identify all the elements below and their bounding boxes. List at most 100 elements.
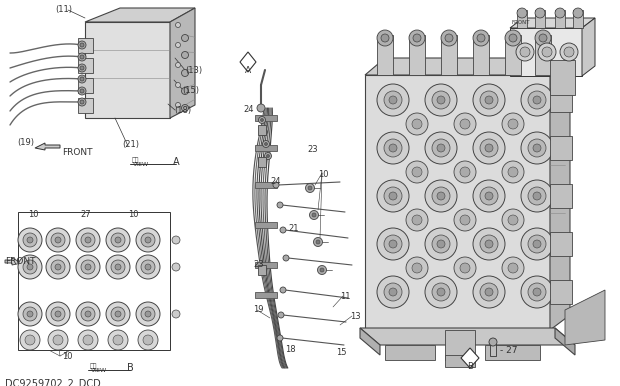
Polygon shape (582, 18, 595, 76)
Polygon shape (565, 290, 605, 345)
Circle shape (441, 30, 457, 46)
Circle shape (437, 288, 445, 296)
Text: (15): (15) (182, 86, 199, 95)
Circle shape (437, 96, 445, 104)
Circle shape (473, 180, 505, 212)
Circle shape (182, 69, 188, 76)
Circle shape (509, 34, 517, 42)
Text: A: A (173, 157, 180, 167)
Circle shape (517, 8, 527, 18)
Circle shape (528, 283, 546, 301)
Circle shape (317, 266, 327, 274)
Circle shape (273, 182, 279, 188)
Circle shape (111, 307, 125, 321)
Text: 18: 18 (285, 345, 296, 354)
Bar (550, 232, 572, 256)
Circle shape (377, 30, 393, 46)
Circle shape (175, 83, 180, 88)
Circle shape (81, 260, 95, 274)
Circle shape (46, 255, 70, 279)
Bar (445, 355, 475, 367)
Circle shape (460, 167, 470, 177)
Bar (550, 184, 572, 208)
Circle shape (389, 288, 397, 296)
Circle shape (533, 240, 541, 248)
Circle shape (80, 43, 84, 47)
Circle shape (564, 47, 574, 57)
Circle shape (182, 105, 188, 112)
Circle shape (267, 154, 270, 157)
Bar (78, 38, 93, 53)
Circle shape (83, 335, 93, 345)
Text: DC9259702_2_DCD: DC9259702_2_DCD (5, 378, 100, 386)
Circle shape (265, 152, 272, 159)
Circle shape (182, 51, 188, 59)
Circle shape (389, 144, 397, 152)
Circle shape (76, 255, 100, 279)
Circle shape (454, 113, 476, 135)
Circle shape (560, 43, 578, 61)
Circle shape (535, 30, 551, 46)
Circle shape (437, 144, 445, 152)
Circle shape (520, 47, 530, 57)
Circle shape (145, 237, 151, 243)
Circle shape (384, 187, 402, 205)
Circle shape (80, 66, 84, 70)
Bar (78, 58, 93, 73)
Polygon shape (360, 328, 575, 345)
Bar (409, 35, 425, 75)
Circle shape (381, 34, 389, 42)
Circle shape (480, 91, 498, 109)
Text: 19: 19 (253, 305, 264, 314)
Circle shape (115, 311, 121, 317)
Circle shape (306, 183, 314, 193)
Circle shape (406, 113, 428, 135)
Bar (78, 78, 93, 93)
Text: (18): (18) (174, 106, 191, 115)
Circle shape (80, 55, 84, 59)
Bar (535, 10, 545, 28)
Circle shape (508, 167, 518, 177)
Circle shape (505, 30, 521, 46)
Circle shape (78, 98, 86, 106)
Circle shape (502, 209, 524, 231)
Circle shape (141, 233, 155, 247)
Circle shape (115, 237, 121, 243)
Circle shape (262, 141, 270, 147)
Circle shape (521, 84, 553, 116)
Circle shape (265, 142, 267, 146)
Circle shape (377, 84, 409, 116)
Circle shape (78, 64, 86, 72)
Circle shape (48, 330, 68, 350)
Circle shape (485, 144, 493, 152)
Text: 15: 15 (336, 348, 347, 357)
Bar (505, 35, 521, 75)
Circle shape (473, 132, 505, 164)
Circle shape (480, 187, 498, 205)
Bar (550, 88, 572, 112)
Circle shape (55, 264, 61, 270)
Circle shape (521, 180, 553, 212)
Bar (573, 10, 583, 28)
Bar (490, 344, 496, 356)
Bar (78, 98, 93, 113)
Circle shape (141, 307, 155, 321)
Text: (19): (19) (17, 138, 34, 147)
Circle shape (27, 264, 33, 270)
Text: 10: 10 (28, 210, 38, 219)
Circle shape (533, 192, 541, 200)
Text: (21): (21) (122, 140, 139, 149)
Text: FRONT: FRONT (512, 20, 531, 25)
Circle shape (489, 338, 497, 346)
Bar (550, 136, 572, 160)
Circle shape (81, 307, 95, 321)
Text: 13: 13 (350, 312, 361, 321)
Circle shape (555, 8, 565, 18)
Text: (13): (13) (185, 66, 202, 75)
Circle shape (23, 260, 37, 274)
Circle shape (23, 233, 37, 247)
Circle shape (432, 235, 450, 253)
Circle shape (460, 263, 470, 273)
Circle shape (278, 312, 284, 318)
Text: 矢視: 矢視 (132, 157, 140, 163)
